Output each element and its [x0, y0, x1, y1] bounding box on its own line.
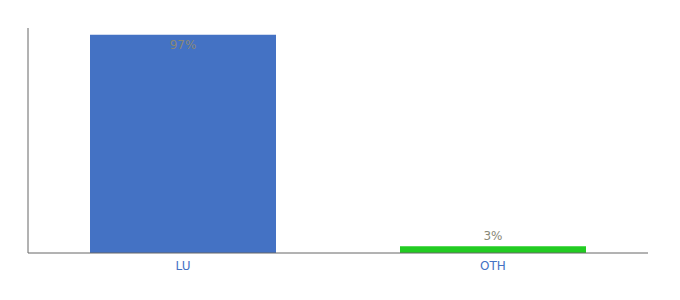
svg-text:97%: 97%	[170, 38, 197, 52]
svg-text:OTH: OTH	[480, 259, 506, 273]
svg-text:3%: 3%	[483, 229, 502, 243]
svg-text:LU: LU	[176, 259, 191, 273]
